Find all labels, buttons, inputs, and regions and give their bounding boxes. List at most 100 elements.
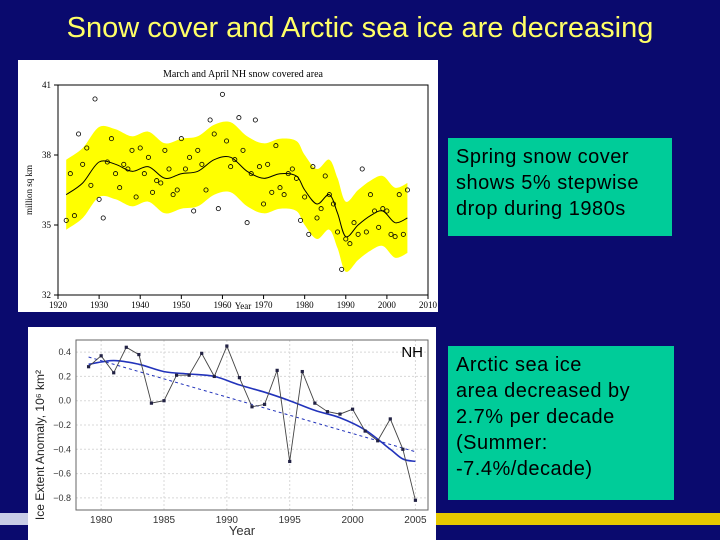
data-point bbox=[384, 208, 390, 214]
data-point bbox=[244, 220, 250, 226]
data-point bbox=[182, 166, 188, 172]
y-tick-label: −0.2 bbox=[53, 420, 71, 430]
data-point bbox=[240, 147, 246, 153]
data-point bbox=[96, 196, 102, 202]
x-tick-label: 1970 bbox=[255, 300, 274, 310]
panel-label: NH bbox=[401, 344, 423, 361]
x-axis-label: Year bbox=[235, 301, 252, 311]
note-line: Spring snow cover bbox=[456, 146, 630, 168]
y-tick-label: 0.0 bbox=[58, 396, 71, 406]
y-tick-label: 41 bbox=[42, 80, 51, 90]
data-point bbox=[288, 459, 292, 464]
data-point bbox=[313, 401, 317, 405]
y-tick-label: −0.6 bbox=[53, 469, 71, 479]
data-point bbox=[281, 192, 287, 198]
data-point bbox=[215, 206, 221, 212]
data-point bbox=[298, 217, 304, 223]
data-point bbox=[300, 369, 304, 374]
note-line: drop during 1980s bbox=[456, 198, 626, 220]
data-point bbox=[67, 171, 73, 177]
data-point bbox=[100, 215, 106, 221]
data-point bbox=[121, 161, 127, 167]
data-point bbox=[124, 345, 128, 349]
sea-ice-plot: 0.4 0.2 0.0 −0.2 −0.4 −0.6 −0.8 1980 1985 1990 199… bbox=[33, 339, 429, 538]
snow-cover-note: Spring snow cover shows 5% stepwise drop… bbox=[448, 138, 672, 236]
data-point bbox=[212, 374, 216, 379]
data-point bbox=[350, 407, 355, 411]
x-tick-label: 2000 bbox=[341, 515, 364, 526]
note-line: -7.4%/decade) bbox=[456, 458, 593, 480]
data-point bbox=[318, 206, 324, 212]
data-point bbox=[99, 354, 103, 358]
chart-title: March and April NH snow covered area bbox=[163, 69, 324, 80]
data-point bbox=[191, 208, 197, 214]
slide-title: Snow cover and Arctic sea ice are decrea… bbox=[66, 12, 654, 44]
annual-line bbox=[88, 344, 416, 501]
data-point bbox=[252, 117, 258, 123]
data-point bbox=[145, 154, 151, 160]
data-point bbox=[174, 373, 179, 377]
data-point bbox=[363, 229, 369, 235]
data-point bbox=[219, 91, 225, 97]
data-point bbox=[347, 241, 353, 247]
data-point bbox=[338, 412, 342, 416]
data-point bbox=[250, 405, 254, 409]
data-point bbox=[388, 231, 394, 237]
data-point bbox=[166, 166, 172, 172]
x-tick-label: 1980 bbox=[90, 515, 113, 526]
data-point bbox=[322, 173, 328, 179]
sea-ice-note: Arctic sea ice area decreased by 2.7% pe… bbox=[448, 346, 674, 500]
data-point bbox=[392, 234, 398, 240]
data-point bbox=[71, 213, 77, 219]
data-point bbox=[339, 266, 345, 272]
data-point bbox=[199, 161, 205, 167]
data-point bbox=[325, 410, 330, 414]
data-point bbox=[306, 231, 312, 237]
data-point bbox=[141, 171, 147, 177]
data-point bbox=[248, 171, 254, 177]
data-point bbox=[363, 429, 367, 433]
x-axis-label: Year bbox=[229, 523, 256, 538]
data-point bbox=[63, 217, 69, 223]
data-point bbox=[335, 229, 341, 235]
data-point bbox=[137, 352, 141, 357]
data-point bbox=[162, 399, 166, 403]
note-line: shows 5% stepwise bbox=[456, 172, 640, 194]
data-point bbox=[207, 117, 213, 123]
data-point bbox=[236, 115, 242, 121]
data-point bbox=[376, 224, 382, 230]
footer-stripe-accent bbox=[436, 513, 720, 525]
data-point bbox=[170, 192, 176, 198]
data-point bbox=[162, 147, 168, 153]
data-point bbox=[92, 96, 98, 102]
data-point bbox=[108, 136, 114, 142]
data-point bbox=[211, 131, 217, 137]
data-point bbox=[232, 157, 238, 163]
y-tick-label: −0.8 bbox=[53, 493, 71, 503]
x-tick-label: 1950 bbox=[172, 300, 191, 310]
y-axis-label: million sq km bbox=[24, 165, 34, 215]
x-tick-label: 1990 bbox=[337, 300, 356, 310]
y-axis-label: Ice Extent Anomaly, 10⁶ km² bbox=[33, 370, 47, 520]
x-tick-label: 1960 bbox=[213, 300, 232, 310]
data-point bbox=[388, 417, 392, 421]
data-point bbox=[265, 161, 271, 167]
data-point bbox=[237, 376, 242, 380]
data-point bbox=[289, 166, 295, 172]
data-point bbox=[178, 136, 184, 142]
y-tick-label: 0.2 bbox=[58, 371, 71, 381]
x-tick-label: 2010 bbox=[419, 300, 438, 310]
y-tick-label: 35 bbox=[42, 220, 52, 230]
data-point bbox=[86, 365, 91, 369]
data-point bbox=[310, 164, 316, 170]
data-point bbox=[76, 131, 82, 137]
data-point bbox=[262, 402, 267, 406]
data-point bbox=[273, 143, 279, 149]
data-point bbox=[314, 215, 320, 221]
y-tick-label: 0.4 bbox=[58, 347, 71, 357]
trend-line bbox=[88, 356, 416, 453]
x-tick-label: 1985 bbox=[153, 515, 176, 526]
data-point bbox=[112, 371, 116, 375]
note-line: (Summer: bbox=[456, 432, 548, 454]
note-line: Arctic sea ice bbox=[456, 354, 582, 376]
